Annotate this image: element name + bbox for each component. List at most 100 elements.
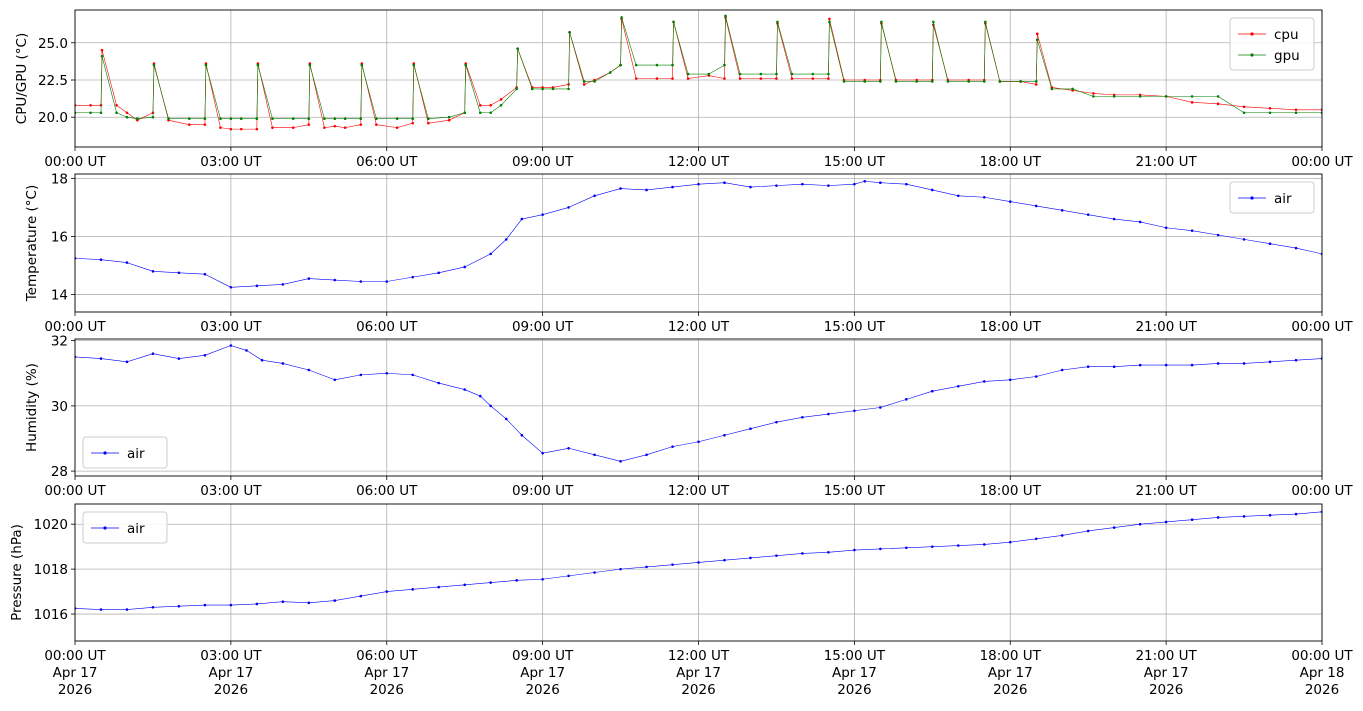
x-tick-label: Apr 17 [364,665,409,681]
data-point-air [99,608,103,611]
data-point-gpu [516,47,519,51]
data-point-air [520,433,524,437]
x-tick-label: 00:00 UT [44,154,106,170]
data-point-air [1086,213,1090,216]
data-point-air [1242,362,1246,365]
data-point-gpu [188,117,191,121]
data-point-air [749,427,752,431]
data-point-air [697,182,700,186]
data-point-gpu [308,63,312,67]
data-point-air [1190,229,1194,232]
data-point-gpu [1242,111,1246,115]
data-point-air [645,565,648,569]
data-point-gpu [343,117,347,121]
y-tick-label: 28 [51,464,68,480]
data-point-cpu [411,121,415,125]
data-point-cpu [671,77,674,80]
data-point-air [697,561,700,564]
data-point-cpu [499,98,503,101]
data-point-air [593,571,596,574]
data-point-air [1294,512,1298,516]
y-tick-label: 22.5 [38,73,68,89]
data-point-gpu [359,117,363,121]
data-point-air [905,546,908,550]
series-line-air [75,345,1322,462]
data-point-gpu [333,117,337,121]
data-point-air [541,213,544,216]
data-point-gpu [100,54,104,58]
data-point-cpu [489,104,492,107]
x-tick-label: 12:00 UT [668,319,730,335]
y-tick-label: 1018 [34,562,68,578]
x-tick-label: 21:00 UT [1135,319,1197,335]
data-point-gpu [89,111,92,115]
x-tick-label: 12:00 UT [668,154,730,170]
data-point-gpu [1019,80,1022,83]
data-point-gpu [931,80,934,83]
data-point-air [593,453,596,457]
data-point-gpu [828,20,831,24]
x-tick-label: 2026 [1305,682,1339,698]
data-point-air [1294,358,1298,362]
data-point-gpu [478,111,482,115]
legend: cpu gpu [1229,17,1315,71]
data-point-gpu [655,63,659,67]
data-point-air [260,358,264,362]
data-point-air [1060,209,1064,212]
data-point-cpu [255,127,259,131]
series-air [75,179,1322,289]
x-tick-label: 2026 [681,682,715,698]
data-point-gpu [723,63,726,67]
data-point-gpu [982,80,986,83]
data-point-air [463,388,466,391]
data-point-air [827,550,830,554]
data-point-air [437,585,441,589]
y-tick-label: 20.0 [38,110,68,126]
x-tick-label: 06:00 UT [356,483,418,499]
data-point-air [203,354,207,357]
data-point-gpu [915,80,919,83]
data-point-air [645,453,648,457]
data-point-cpu [582,83,586,86]
data-point-gpu [894,80,898,83]
data-point-air [1268,513,1272,517]
data-point-air [775,420,778,424]
data-point-gpu [790,72,794,76]
data-point-air [905,182,908,186]
data-point-gpu [323,117,326,121]
x-tick-label: 2026 [214,682,248,698]
data-point-air [359,373,363,377]
data-point-air [723,558,726,562]
y-axis-label: Temperature (°C) [24,185,40,303]
data-point-gpu [1034,80,1038,83]
x-tick-label: 06:00 UT [356,154,418,170]
data-point-air [671,563,674,566]
y-tick-label: 30 [51,399,68,415]
legend-marker-air [1250,196,1254,200]
data-point-air [1216,516,1220,519]
data-point-gpu [136,117,139,121]
data-point-air [1138,363,1142,367]
data-point-cpu [811,77,815,80]
x-tick-label: 15:00 UT [824,319,886,335]
series-line-gpu [75,15,1322,120]
data-point-gpu [395,117,399,121]
data-point-air [827,184,830,187]
data-point-air [281,362,285,365]
data-point-gpu [775,72,778,76]
x-tick-label: 21:00 UT [1135,154,1197,170]
legend-box [1229,181,1315,214]
data-point-air [385,280,389,283]
data-point-gpu [125,115,129,119]
data-point-cpu [229,127,233,131]
legend-label-air: air [127,521,145,537]
data-point-gpu [447,115,451,119]
x-tick-label: 09:00 UT [512,648,574,664]
data-point-gpu [291,117,295,121]
data-point-air [801,415,804,419]
data-point-gpu [464,63,468,67]
data-point-gpu [984,20,987,24]
data-point-cpu [395,126,399,129]
data-point-air [982,380,986,383]
data-point-gpu [99,111,103,115]
